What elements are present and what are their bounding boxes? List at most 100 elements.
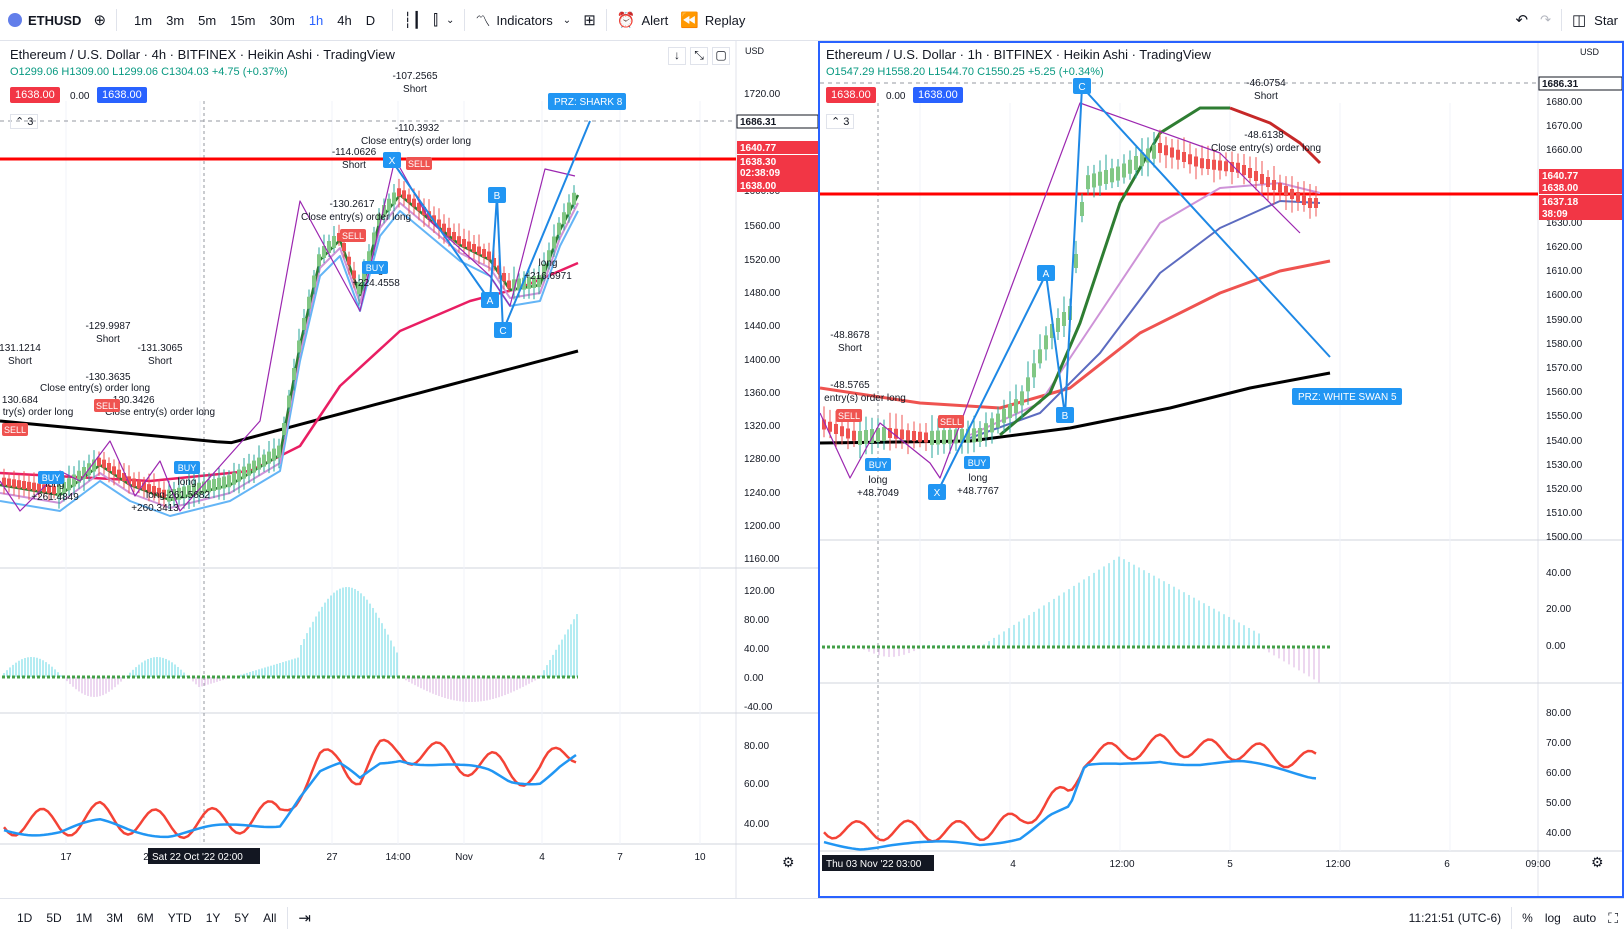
- price-tick: 1480.00: [744, 288, 781, 299]
- settings-gear-icon[interactable]: ⚙: [1591, 854, 1604, 870]
- candle-body: [32, 482, 36, 491]
- candle-body: [1074, 254, 1078, 268]
- candle-body: [1302, 195, 1306, 205]
- candle-body: [900, 429, 904, 440]
- price-tick: 1620.00: [1546, 242, 1583, 253]
- price-tag-bg: [737, 155, 818, 168]
- alert-button[interactable]: ⏰ Alert: [611, 0, 674, 40]
- range-3M[interactable]: 3M: [106, 911, 124, 925]
- maximize-icon[interactable]: ▢: [712, 47, 730, 65]
- range-5Y[interactable]: 5Y: [234, 911, 250, 925]
- candle-body: [978, 428, 982, 442]
- trade-annotation: Short: [96, 334, 120, 345]
- price-tick: 1580.00: [1546, 339, 1583, 350]
- ema-black-line: [0, 349, 579, 445]
- price-tick: 1550.00: [1546, 411, 1583, 422]
- range-6M[interactable]: 6M: [137, 911, 154, 925]
- candle-body: [512, 279, 516, 292]
- left-layers-toggle[interactable]: ⌃ 3: [10, 114, 39, 129]
- percent-toggle[interactable]: %: [1522, 911, 1533, 925]
- price-tick: 1610.00: [1546, 266, 1583, 277]
- symbol-search[interactable]: ETHUSD: [0, 0, 87, 40]
- replay-button[interactable]: ⏪ Replay: [674, 0, 751, 40]
- trade-annotation: long: [869, 475, 888, 486]
- candle-body: [2, 477, 6, 486]
- price-tag: 1686.31: [740, 117, 777, 128]
- candle-body: [332, 236, 336, 248]
- timeframe-1h[interactable]: 1h: [308, 12, 324, 28]
- bar-style-button[interactable]: ┆┃: [397, 0, 427, 40]
- left-currency[interactable]: USD: [745, 46, 765, 56]
- redo-button[interactable]: ↷: [1534, 0, 1557, 40]
- alarm-clock-icon: ⏰: [616, 12, 636, 29]
- calendar-icon: ⇥: [298, 910, 311, 927]
- candle-body: [182, 486, 186, 499]
- left-chart-panel[interactable]: 1720.001640.001600.001560.001520.001480.…: [0, 41, 819, 898]
- right-ask-box[interactable]: 1638.00: [913, 87, 963, 103]
- clock[interactable]: 11:21:51 (UTC-6): [1408, 911, 1502, 925]
- price-tag-bg: [1539, 207, 1622, 220]
- candle-body: [870, 429, 874, 443]
- trade-annotation: long: [178, 477, 197, 488]
- range-1M[interactable]: 1M: [75, 911, 93, 925]
- range-1Y[interactable]: 1Y: [205, 911, 221, 925]
- candle-style-button[interactable]: ⫿ ⌄: [427, 0, 460, 40]
- timeframe-3m[interactable]: 3m: [166, 12, 185, 28]
- timeframe-selector: 1m 3m 5m 15m 30m 1h 4h D: [121, 0, 388, 40]
- candle-body: [92, 459, 96, 472]
- right-chart-canvas[interactable]: 1680.001670.001660.001650.001640.001630.…: [819, 43, 1623, 896]
- candle-body: [292, 368, 296, 380]
- osc-tick: 120.00: [744, 586, 775, 597]
- candle-body: [930, 430, 934, 445]
- left-chart-canvas[interactable]: 1720.001640.001600.001560.001520.001480.…: [0, 41, 819, 898]
- auto-toggle[interactable]: auto: [1572, 911, 1597, 925]
- price-tick: 1280.00: [744, 454, 781, 465]
- left-bid-box[interactable]: 1638.00: [10, 87, 60, 103]
- collapse-icon[interactable]: ⤡: [690, 47, 708, 65]
- candle-body: [942, 430, 946, 445]
- timeframe-30m[interactable]: 30m: [269, 12, 295, 28]
- timeframe-5m[interactable]: 5m: [198, 12, 217, 28]
- timeframe-1m[interactable]: 1m: [134, 12, 153, 28]
- candle-body: [948, 429, 952, 444]
- range-All[interactable]: All: [263, 911, 277, 925]
- layout-button[interactable]: ◫ Star: [1566, 0, 1624, 40]
- right-currency[interactable]: USD: [1580, 47, 1600, 57]
- plus-circle-icon: ⊕: [93, 12, 107, 29]
- candle-body: [187, 485, 191, 498]
- settings-gear-icon[interactable]: ⚙: [782, 854, 795, 870]
- price-tag-bg: [737, 179, 818, 192]
- log-toggle[interactable]: log: [1544, 911, 1561, 925]
- candle-body: [402, 190, 406, 199]
- scroll-down-icon[interactable]: ↓: [668, 47, 686, 65]
- right-chart-panel[interactable]: 1680.001670.001660.001650.001640.001630.…: [818, 41, 1624, 898]
- left-ask-box[interactable]: 1638.00: [97, 87, 147, 103]
- trade-annotation: Close entry(s) order long: [40, 383, 150, 394]
- range-YTD[interactable]: YTD: [167, 911, 192, 925]
- timeframe-D[interactable]: D: [365, 12, 376, 28]
- start-label: Star: [1594, 12, 1618, 28]
- trade-annotation: Short: [1254, 91, 1278, 102]
- templates-button[interactable]: ⊞: [577, 0, 602, 40]
- range-1D[interactable]: 1D: [17, 911, 33, 925]
- trade-annotation: -130.2617: [329, 199, 374, 210]
- candle-body: [337, 233, 341, 241]
- timeframe-15m[interactable]: 15m: [230, 12, 256, 28]
- goto-date-button[interactable]: ⇥: [292, 898, 317, 938]
- candle-body: [377, 213, 381, 226]
- indicators-button[interactable]: 〽 Indicators ⌄: [469, 0, 577, 40]
- compare-button[interactable]: ⊕: [87, 0, 112, 40]
- timeframe-4h[interactable]: 4h: [337, 12, 352, 28]
- candle-body: [207, 480, 211, 493]
- range-5D[interactable]: 5D: [46, 911, 62, 925]
- time-tick: 7: [617, 852, 623, 863]
- fullscreen-icon[interactable]: ⛶: [1608, 909, 1618, 926]
- price-tick: 1500.00: [1546, 532, 1583, 543]
- right-bid-box[interactable]: 1638.00: [826, 87, 876, 103]
- divider: [287, 907, 289, 929]
- chevron-down-icon: ⌄: [446, 14, 455, 26]
- right-layers-toggle[interactable]: ⌃ 3: [826, 114, 855, 129]
- candle-body: [7, 478, 11, 487]
- undo-button[interactable]: ↶: [1509, 0, 1534, 40]
- price-tick: 1720.00: [744, 89, 781, 100]
